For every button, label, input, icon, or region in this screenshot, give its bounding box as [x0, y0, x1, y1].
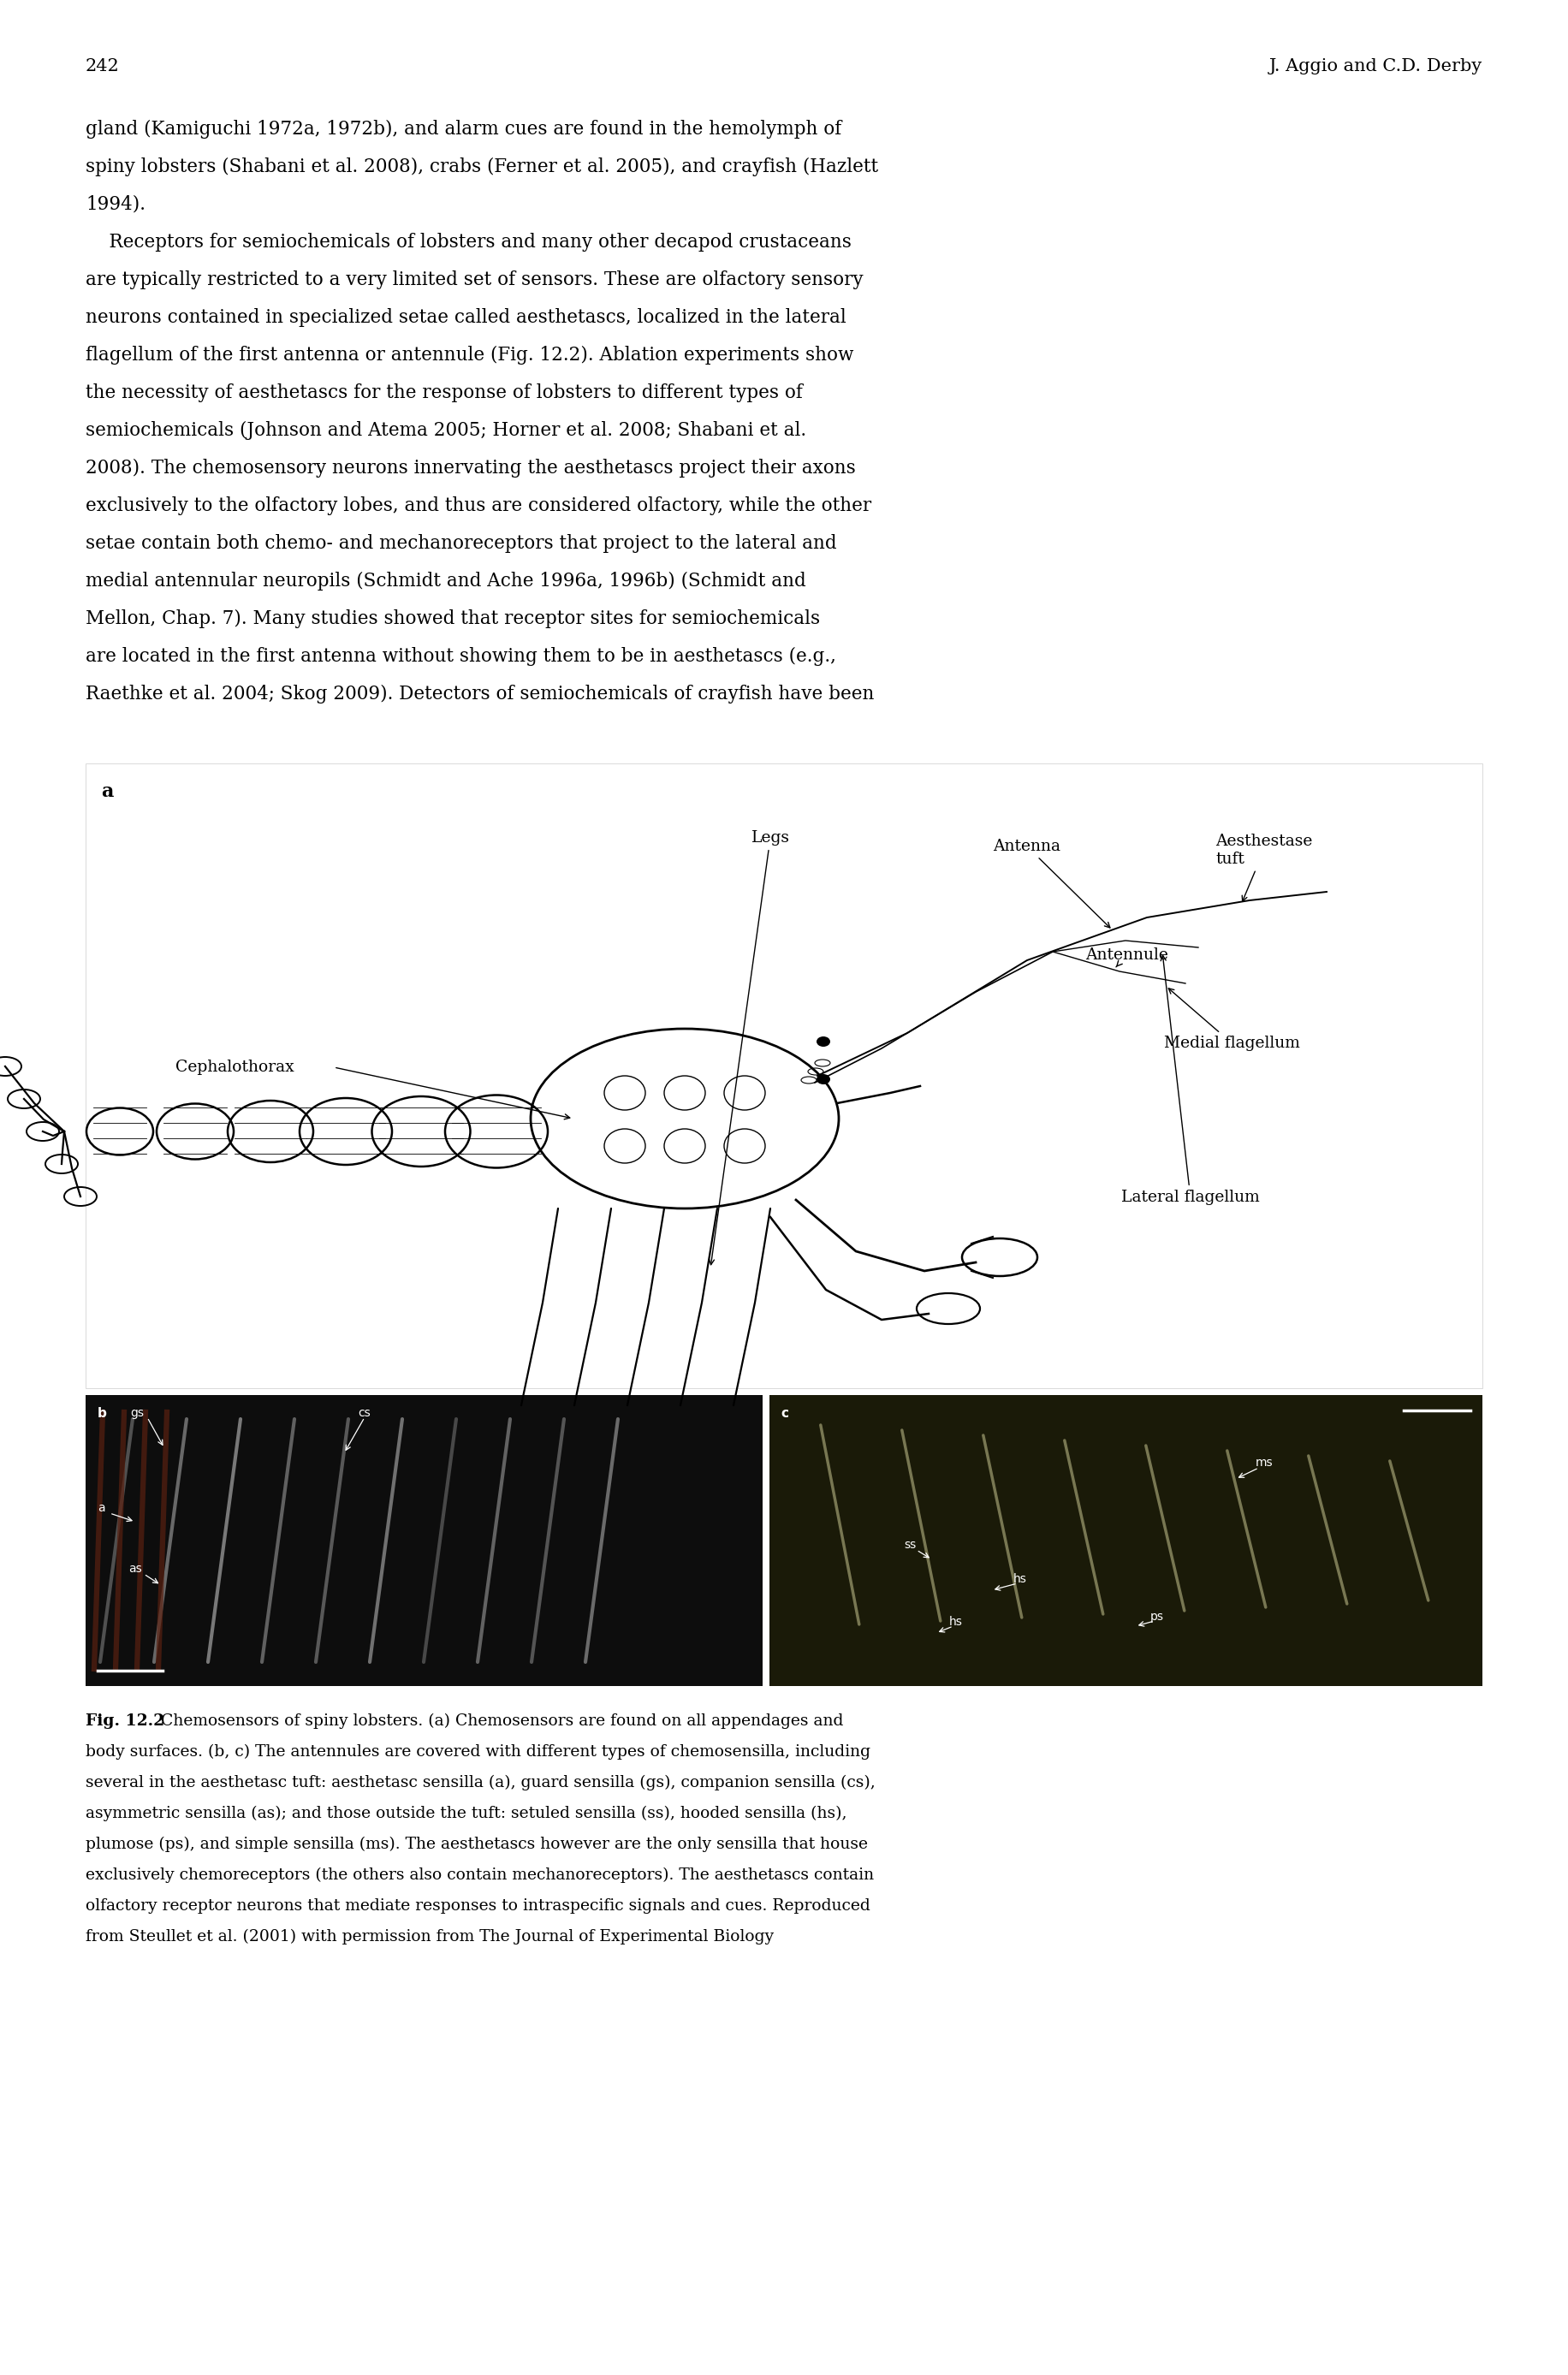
Text: b: b	[97, 1406, 107, 1420]
Text: exclusively to the olfactory lobes, and thus are considered olfactory, while the: exclusively to the olfactory lobes, and …	[86, 496, 872, 515]
Text: from Steullet et al. (2001) with permission from The Journal of Experimental Bio: from Steullet et al. (2001) with permiss…	[86, 1929, 775, 1945]
Text: medial antennular neuropils (Schmidt and Ache 1996a, 1996b) (Schmidt and: medial antennular neuropils (Schmidt and…	[86, 572, 806, 591]
Text: asymmetric sensilla (as); and those outside the tuft: setuled sensilla (ss), hoo: asymmetric sensilla (as); and those outs…	[86, 1805, 847, 1822]
Bar	[86, 1394, 762, 1686]
Text: Aesthestase
tuft: Aesthestase tuft	[1215, 834, 1312, 900]
Text: are located in the first antenna without showing them to be in aesthetascs (e.g.: are located in the first antenna without…	[86, 646, 836, 665]
Bar	[86, 762, 1482, 1389]
Text: ms: ms	[1256, 1456, 1273, 1468]
Bar	[770, 1394, 1482, 1686]
Text: Legs: Legs	[709, 831, 790, 1266]
Text: exclusively chemoreceptors (the others also contain mechanoreceptors). The aesth: exclusively chemoreceptors (the others a…	[86, 1867, 873, 1883]
Text: the necessity of aesthetascs for the response of lobsters to different types of: the necessity of aesthetascs for the res…	[86, 382, 803, 401]
Text: ps: ps	[1151, 1610, 1163, 1622]
Text: Mellon, Chap. 7). Many studies showed that receptor sites for semiochemicals: Mellon, Chap. 7). Many studies showed th…	[86, 610, 820, 629]
Ellipse shape	[817, 1036, 829, 1047]
Text: as: as	[129, 1563, 141, 1575]
Text: 2008). The chemosensory neurons innervating the aesthetascs project their axons: 2008). The chemosensory neurons innervat…	[86, 458, 856, 477]
Text: hs: hs	[949, 1615, 963, 1627]
Text: semiochemicals (Johnson and Atema 2005; Horner et al. 2008; Shabani et al.: semiochemicals (Johnson and Atema 2005; …	[86, 420, 806, 439]
Text: Receptors for semiochemicals of lobsters and many other decapod crustaceans: Receptors for semiochemicals of lobsters…	[86, 233, 851, 252]
Text: hs: hs	[1013, 1572, 1027, 1584]
Text: Raethke et al. 2004; Skog 2009). Detectors of semiochemicals of crayfish have be: Raethke et al. 2004; Skog 2009). Detecto…	[86, 684, 875, 703]
Text: gland (Kamiguchi 1972a, 1972b), and alarm cues are found in the hemolymph of: gland (Kamiguchi 1972a, 1972b), and alar…	[86, 119, 842, 138]
Text: flagellum of the first antenna or antennule (Fig. 12.2). Ablation experiments sh: flagellum of the first antenna or antenn…	[86, 347, 853, 366]
Text: ss: ss	[905, 1539, 917, 1551]
Text: Cephalothorax: Cephalothorax	[176, 1059, 295, 1076]
Text: Medial flagellum: Medial flagellum	[1163, 988, 1300, 1052]
Text: Fig. 12.2: Fig. 12.2	[86, 1712, 165, 1729]
Text: plumose (ps), and simple sensilla (ms). The aesthetascs however are the only sen: plumose (ps), and simple sensilla (ms). …	[86, 1836, 867, 1853]
Ellipse shape	[817, 1074, 829, 1085]
Text: 1994).: 1994).	[86, 195, 146, 214]
Text: a: a	[100, 781, 113, 800]
Text: several in the aesthetasc tuft: aesthetasc sensilla (a), guard sensilla (gs), co: several in the aesthetasc tuft: aestheta…	[86, 1774, 875, 1791]
Text: a: a	[97, 1501, 105, 1513]
Text: body surfaces. (b, c) The antennules are covered with different types of chemose: body surfaces. (b, c) The antennules are…	[86, 1743, 870, 1760]
Text: c: c	[781, 1406, 789, 1420]
Text: setae contain both chemo- and mechanoreceptors that project to the lateral and: setae contain both chemo- and mechanorec…	[86, 534, 837, 553]
Text: neurons contained in specialized setae called aesthetascs, localized in the late: neurons contained in specialized setae c…	[86, 309, 847, 328]
Text: Antenna: Antenna	[993, 838, 1110, 929]
Text: J. Aggio and C.D. Derby: J. Aggio and C.D. Derby	[1269, 59, 1482, 74]
Text: olfactory receptor neurons that mediate responses to intraspecific signals and c: olfactory receptor neurons that mediate …	[86, 1898, 870, 1914]
Text: are typically restricted to a very limited set of sensors. These are olfactory s: are typically restricted to a very limit…	[86, 271, 864, 290]
Text: Chemosensors of spiny lobsters. (a) Chemosensors are found on all appendages and: Chemosensors of spiny lobsters. (a) Chem…	[155, 1712, 844, 1729]
Text: cs: cs	[358, 1406, 370, 1418]
Text: spiny lobsters (Shabani et al. 2008), crabs (Ferner et al. 2005), and crayfish (: spiny lobsters (Shabani et al. 2008), cr…	[86, 157, 878, 176]
Text: 242: 242	[86, 59, 119, 74]
Text: gs: gs	[130, 1406, 144, 1418]
Text: Lateral flagellum: Lateral flagellum	[1121, 955, 1259, 1204]
Text: Antennule: Antennule	[1085, 948, 1168, 967]
